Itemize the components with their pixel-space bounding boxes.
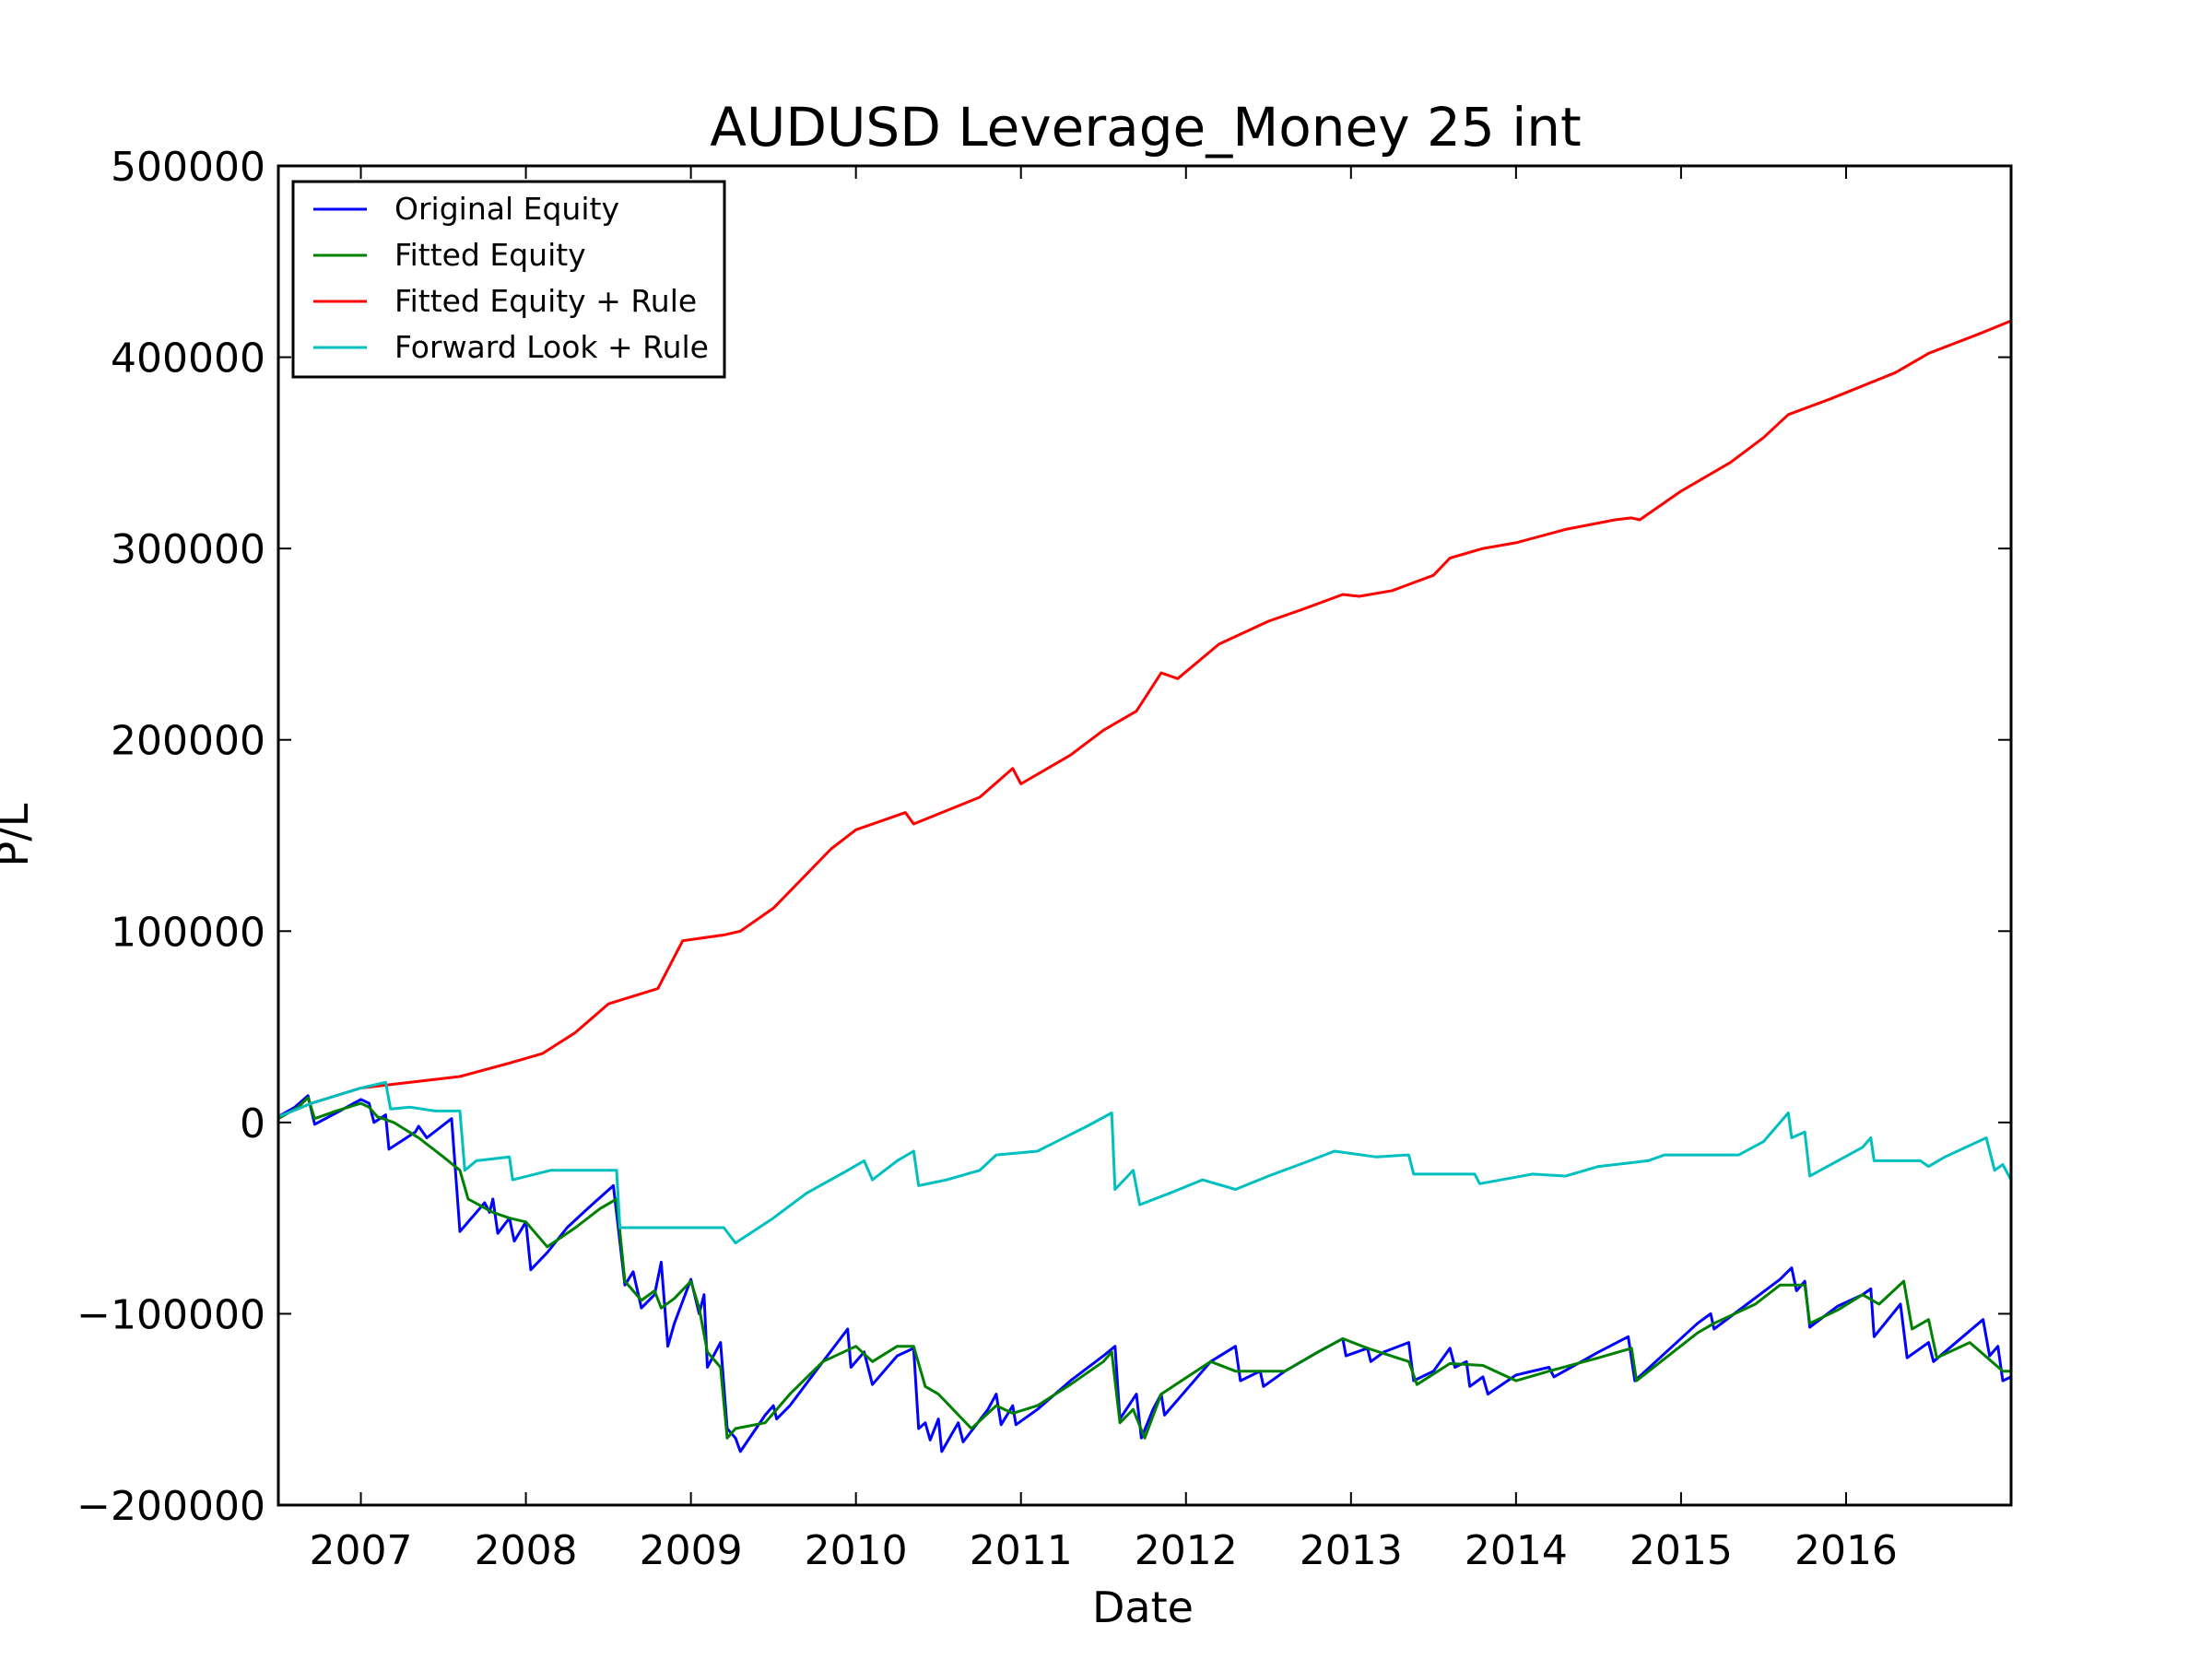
y-tick-label: 200000 [111,718,265,765]
legend-box [291,180,726,379]
y-tick-label: −100000 [76,1291,265,1338]
chart-title: AUDUSD Leverage_Money 25 int [710,96,1582,159]
x-tick-label: 2011 [970,1527,1073,1574]
plot-frame [276,164,2013,1507]
series-line-2 [277,319,2012,1118]
tick-layer: 2007 2008 2009 2010 2011 2012 2013 2014 2015 2016… [76,144,2011,1574]
legend-label-3: Forward Look + Rule [394,329,709,365]
x-tick-label: 2007 [310,1527,413,1574]
x-tick-label: 2008 [475,1527,578,1574]
legend-label-2: Fitted Equity + Rule [394,283,697,319]
series-line-3 [277,1080,2013,1245]
x-tick-label: 2010 [805,1527,908,1574]
x-tick-label: 2015 [1630,1527,1733,1574]
x-tick-label: 2009 [640,1527,743,1574]
y-tick-label: 400000 [111,335,265,382]
x-tick-label: 2012 [1135,1527,1238,1574]
series-layer [277,319,2013,1453]
legend-label-1: Fitted Equity [394,237,586,273]
y-axis-label: P/L [0,803,38,866]
x-axis-label: Date [1092,1583,1194,1632]
x-tick-label: 2016 [1794,1527,1898,1574]
y-tick-label: 0 [240,1100,265,1147]
x-tick-label: 2013 [1300,1527,1403,1574]
series-line-1 [277,1096,2011,1440]
y-tick-label: 100000 [111,909,265,956]
series-line-0 [277,1094,2012,1453]
y-tick-label: 300000 [111,526,265,573]
x-tick-label: 2014 [1465,1527,1568,1574]
y-tick-label: −200000 [76,1483,265,1530]
legend-label-0: Original Equity [394,191,619,227]
y-tick-label: 500000 [111,144,265,191]
legend: Original Equity Fitted Equity Fitted Equit… [291,180,726,379]
